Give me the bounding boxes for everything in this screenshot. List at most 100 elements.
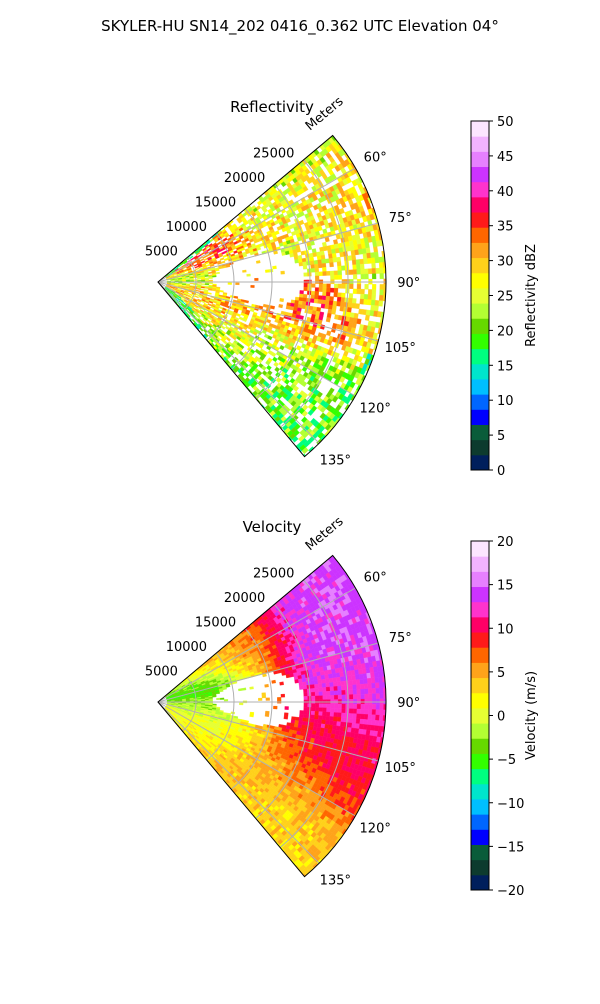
- colorbar-swatch: [471, 136, 489, 152]
- echo-cell: [348, 255, 352, 260]
- velocity-panel: Velocity 500010000150002000025000Meters6…: [145, 514, 539, 899]
- echo-cell: [221, 326, 225, 330]
- reflectivity-panel: Reflectivity 500010000150002000025000Met…: [145, 94, 539, 479]
- echo-cell: [330, 288, 334, 292]
- echo-cell: [311, 295, 315, 299]
- echo-cell: [361, 689, 365, 694]
- echo-cell: [357, 319, 362, 325]
- echo-cell: [353, 289, 357, 294]
- colorbar-tick-label: 35: [497, 220, 514, 235]
- colorbar-swatch: [471, 409, 489, 425]
- echo-cell: [336, 677, 340, 682]
- echo-cell: [303, 265, 307, 269]
- echo-cell: [363, 679, 367, 684]
- echo-cell: [372, 289, 376, 294]
- echo-cell: [332, 253, 336, 258]
- echo-cell: [326, 288, 330, 292]
- echo-cell: [327, 695, 331, 699]
- echo-cell: [333, 258, 337, 263]
- echo-cell: [317, 723, 321, 727]
- echo-cell: [371, 678, 375, 684]
- echo-cell: [376, 688, 380, 694]
- echo-cell: [273, 706, 277, 709]
- echo-cell: [379, 301, 383, 307]
- echo-cell: [302, 678, 306, 682]
- echo-cell: [299, 297, 303, 301]
- echo-cell: [216, 698, 220, 700]
- echo-cell: [298, 259, 302, 263]
- echo-cell: [277, 697, 281, 700]
- echo-cell: [182, 284, 186, 285]
- echo-cell: [300, 710, 304, 714]
- echo-cell: [326, 331, 331, 336]
- echo-cell: [303, 714, 307, 718]
- echo-cell: [238, 688, 242, 691]
- echo-cell: [265, 714, 269, 717]
- echo-cell: [221, 261, 225, 264]
- colorbar-swatch: [471, 197, 489, 213]
- echo-cell: [251, 285, 255, 287]
- echo-cell: [368, 683, 372, 688]
- echo-cell: [311, 688, 315, 692]
- echo-cell: [330, 704, 334, 708]
- echo-cell: [315, 692, 319, 696]
- echo-cell: [372, 284, 376, 289]
- echo-cell: [195, 268, 199, 270]
- echo-cell: [315, 688, 319, 692]
- echo-cell: [311, 291, 315, 295]
- echo-cell: [349, 293, 353, 298]
- echo-cell: [311, 268, 315, 272]
- echo-cell: [303, 685, 307, 689]
- echo-cell: [303, 294, 307, 298]
- echo-cell: [367, 258, 371, 264]
- echo-cell: [341, 681, 345, 686]
- echo-cell: [376, 268, 380, 274]
- echo-cell: [353, 274, 357, 279]
- echo-cell: [201, 261, 205, 264]
- echo-cell: [310, 261, 314, 265]
- echo-cell: [318, 264, 322, 268]
- echo-cell: [357, 689, 361, 694]
- echo-cell: [195, 296, 199, 298]
- echo-cell: [319, 688, 323, 692]
- echo-cell: [207, 320, 211, 324]
- velocity-sector: 500010000150002000025000Meters60°75°90°1…: [145, 514, 420, 888]
- echo-cell: [372, 704, 376, 709]
- echo-cell: [311, 711, 315, 715]
- echo-cell: [332, 305, 336, 310]
- figure-title: SKYLER-HU SN14_202 0416_0.362 UTC Elevat…: [101, 17, 499, 36]
- echo-cell: [376, 704, 380, 709]
- colorbar-swatch: [471, 227, 489, 243]
- echo-cell: [361, 274, 365, 279]
- echo-cell: [299, 717, 303, 721]
- echo-cell: [341, 297, 345, 302]
- echo-cell: [354, 313, 359, 318]
- echo-cell: [326, 691, 330, 695]
- colorbar-swatch: [471, 364, 489, 380]
- echo-cell: [330, 687, 334, 692]
- echo-cell: [208, 303, 212, 306]
- echo-cell: [319, 704, 323, 708]
- echo-cell: [326, 712, 330, 716]
- echo-cell: [220, 290, 224, 292]
- echo-cell: [323, 708, 327, 712]
- colorbar-tick-label: 25: [497, 290, 514, 305]
- echo-cell: [353, 709, 357, 714]
- echo-cell: [333, 301, 337, 306]
- echo-cell: [303, 689, 307, 693]
- colorbar-tick-label: 30: [497, 255, 514, 270]
- echo-cell: [265, 684, 269, 687]
- echo-cell: [256, 260, 260, 263]
- echo-cell: [329, 678, 333, 683]
- echo-cell: [195, 294, 199, 296]
- echo-cell: [274, 362, 279, 367]
- echo-cell: [205, 287, 209, 289]
- echo-cell: [349, 713, 353, 718]
- echo-cell: [242, 688, 246, 691]
- echo-cell: [319, 284, 323, 288]
- echo-cell: [311, 704, 315, 708]
- echo-cell: [352, 723, 356, 728]
- echo-cell: [372, 715, 376, 721]
- echo-cell: [321, 679, 325, 684]
- echo-cell: [322, 263, 326, 267]
